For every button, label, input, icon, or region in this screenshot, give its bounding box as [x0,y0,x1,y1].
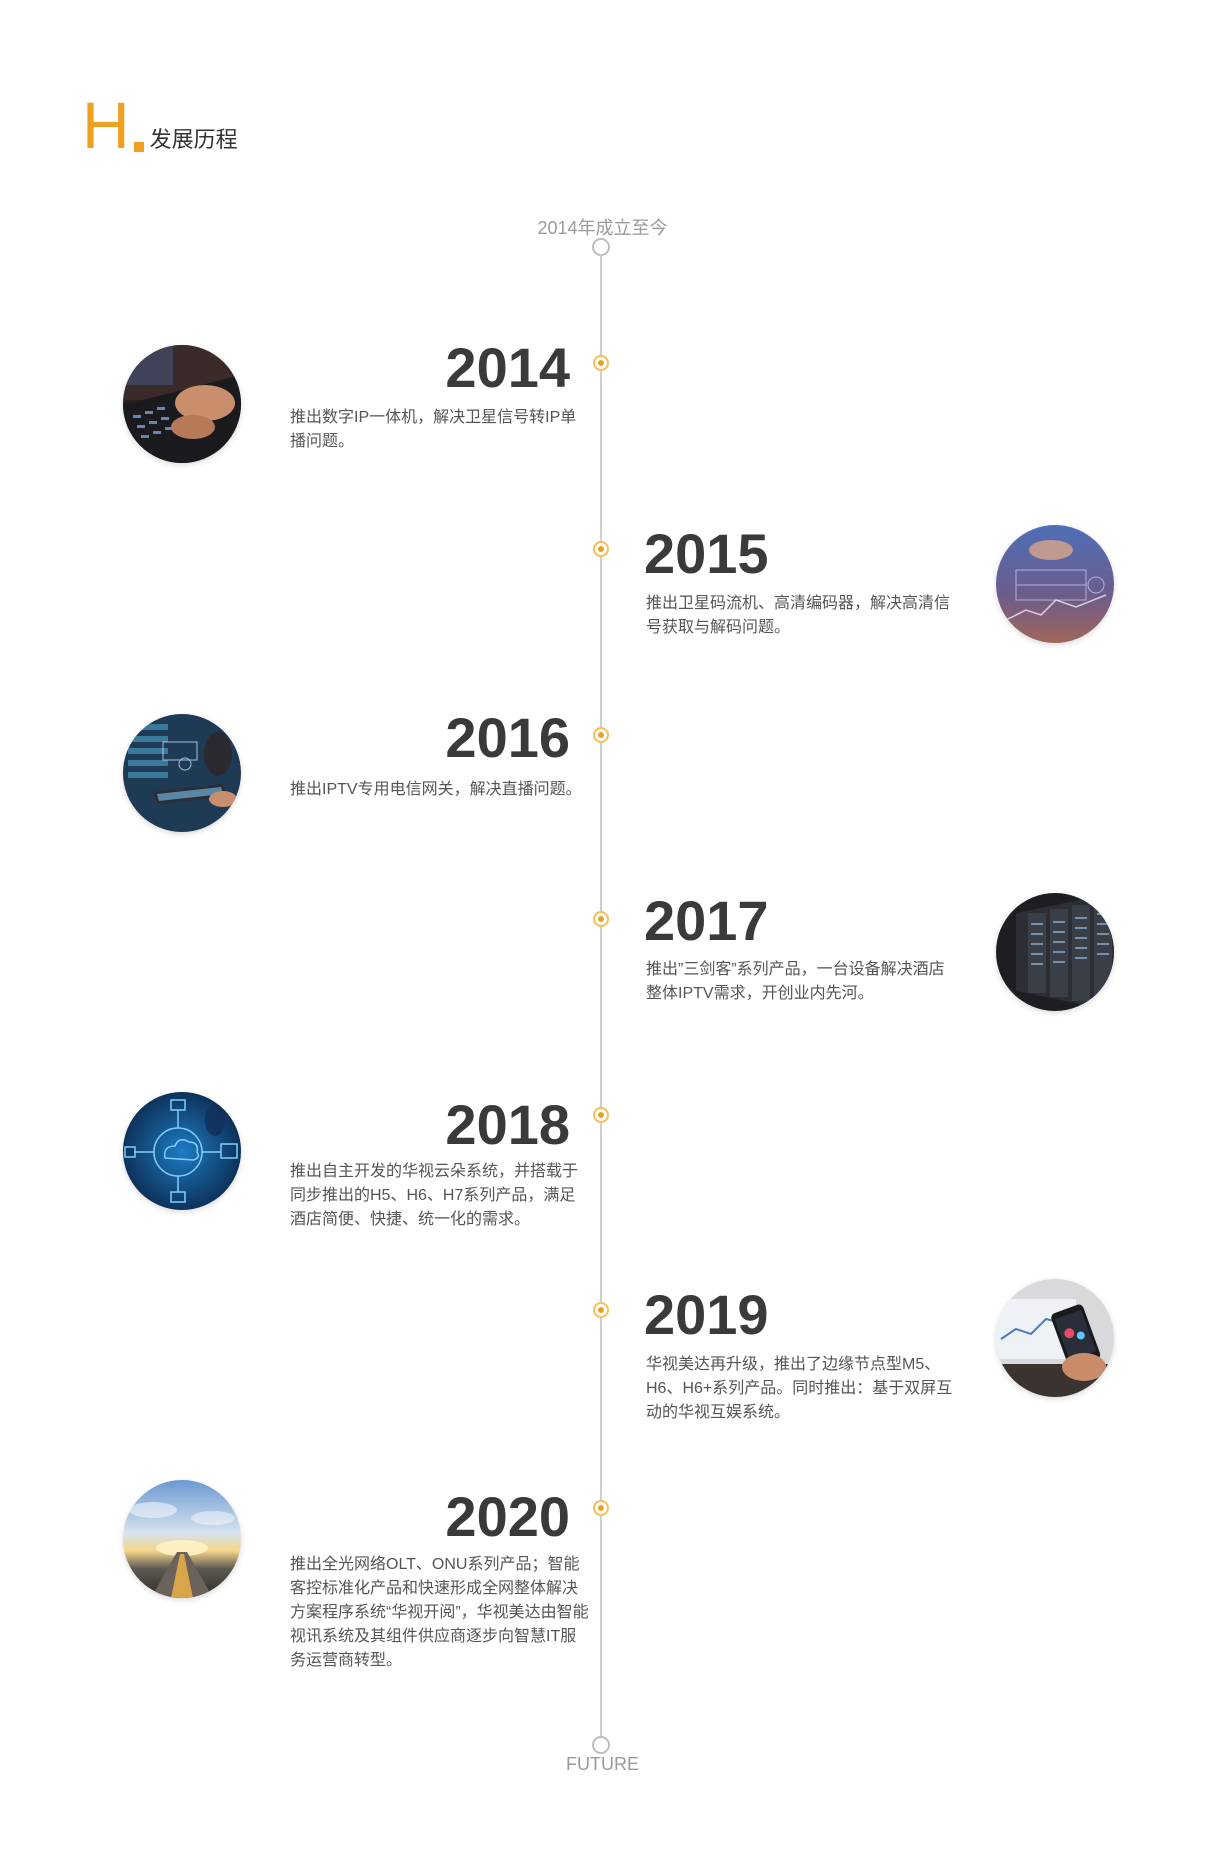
event-year: 2019 [644,1283,769,1346]
timeline-dot [593,1107,609,1123]
timeline-dot [593,355,609,371]
event-description: 推出自主开发的华视云朵系统，并搭载于同步推出的H5、H6、H7系列产品，满足酒店… [290,1163,579,1228]
event-year: 2016 [445,706,570,769]
event-year: 2020 [445,1485,570,1548]
data-dashboard-image [996,525,1114,643]
event-description: 推出”三剑客”系列产品，一台设备解决酒店整体IPTV需求，开创业内先河。 [646,961,945,1002]
event-year: 2018 [445,1093,570,1156]
server-rack-image [996,893,1114,1011]
timeline-dot [593,1500,609,1516]
event-year: 2017 [644,889,769,952]
timeline-dot [593,1302,609,1318]
cloud-network-image [123,1092,241,1210]
event-description: 推出卫星码流机、高清编码器，解决高清信号获取与解码问题。 [646,595,951,636]
timeline-dot [593,727,609,743]
event-description: 推出数字IP一体机，解决卫星信号转IP单播问题。 [290,409,577,450]
event-year: 2014 [445,336,570,399]
tablet-server-image [123,714,241,832]
event-description: 推出全光网络OLT、ONU系列产品；智能客控标准化产品和快速形成全网整体解决方案… [290,1556,589,1669]
laptop-typing-image [123,345,241,463]
event-year: 2015 [644,522,769,585]
event-description: 推出IPTV专用电信网关，解决直播问题。 [290,781,582,798]
timeline-end-label: FUTURE [566,1754,639,1774]
timeline-line [600,254,602,1738]
section-header: H 发展历程 [82,92,238,158]
timeline-start-label: 2014年成立至今 [537,218,668,238]
section-title: 发展历程 [149,127,238,152]
section-dot [133,142,144,152]
section-letter: H [82,88,130,162]
sunrise-road-image [123,1480,241,1598]
timeline-end-circle [592,1736,610,1754]
smartphone-hand-image [996,1279,1114,1397]
event-description: 华视美达再升级，推出了边缘节点型M5、H6、H6+系列产品。同时推出：基于双屏互… [646,1356,953,1421]
timeline-dot [593,541,609,557]
timeline-dot [593,911,609,927]
